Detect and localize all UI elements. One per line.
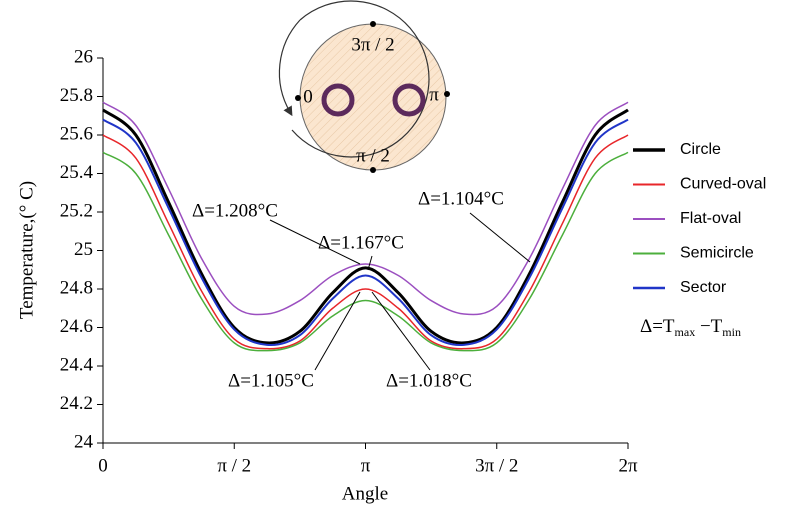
inset-diagram: 3π / 2 0 π π / 2 [278,0,450,173]
x-axis-title: Angle [342,483,388,504]
legend-label: Semicircle [680,245,754,262]
x-tick-label: π [361,455,371,476]
y-tick-label: 24.2 [60,393,93,414]
legend-label: Flat-oval [680,210,741,227]
y-tick-label: 26 [74,46,93,67]
formula: Δ=Tmax −Tmin [640,316,741,338]
x-tick-label: 0 [98,455,108,476]
y-tick-label: 25.8 [60,85,93,106]
line-series [102,151,629,352]
legend-label: Curved-oval [680,176,766,193]
y-tick-label: 24.8 [60,277,93,298]
y-axis-title: Temperature,(° C) [16,181,37,319]
line-series [102,118,629,347]
formula-part: Δ=T [640,316,675,337]
annotation: Δ=1.208°C [192,200,278,221]
inset-label: π [429,84,439,105]
x-tick-label: 3π / 2 [475,455,518,476]
y-tick-label: 24.6 [60,316,93,337]
y-tick-label: 25.4 [60,162,94,183]
formula-sub: min [722,325,741,339]
annotation: Δ=1.167°C [318,232,404,253]
annotation: Δ=1.105°C [228,370,314,391]
x-tick-label: π / 2 [217,455,251,476]
formula-part: −T [695,316,722,337]
inset-label: 3π / 2 [351,34,394,55]
inset-label: 0 [303,86,313,107]
y-tick-label: 24 [74,431,94,452]
leader-lines [269,212,531,371]
y-tick-label: 25.2 [60,200,93,221]
y-tick-label: 25.6 [60,123,93,144]
legend-label: Circle [680,141,721,158]
annotation: Δ=1.018°C [386,370,472,391]
x-tick-label: 2π [618,455,638,476]
line-series [102,108,629,345]
legend-label: Sector [680,279,727,296]
inset-label: π / 2 [356,145,390,166]
annotation: Δ=1.104°C [418,188,504,209]
line-series [102,101,629,316]
y-tick-label: 25 [74,239,93,260]
y-tick-label: 24.4 [60,354,94,375]
line-series [102,134,629,350]
formula-sub: max [675,325,696,339]
